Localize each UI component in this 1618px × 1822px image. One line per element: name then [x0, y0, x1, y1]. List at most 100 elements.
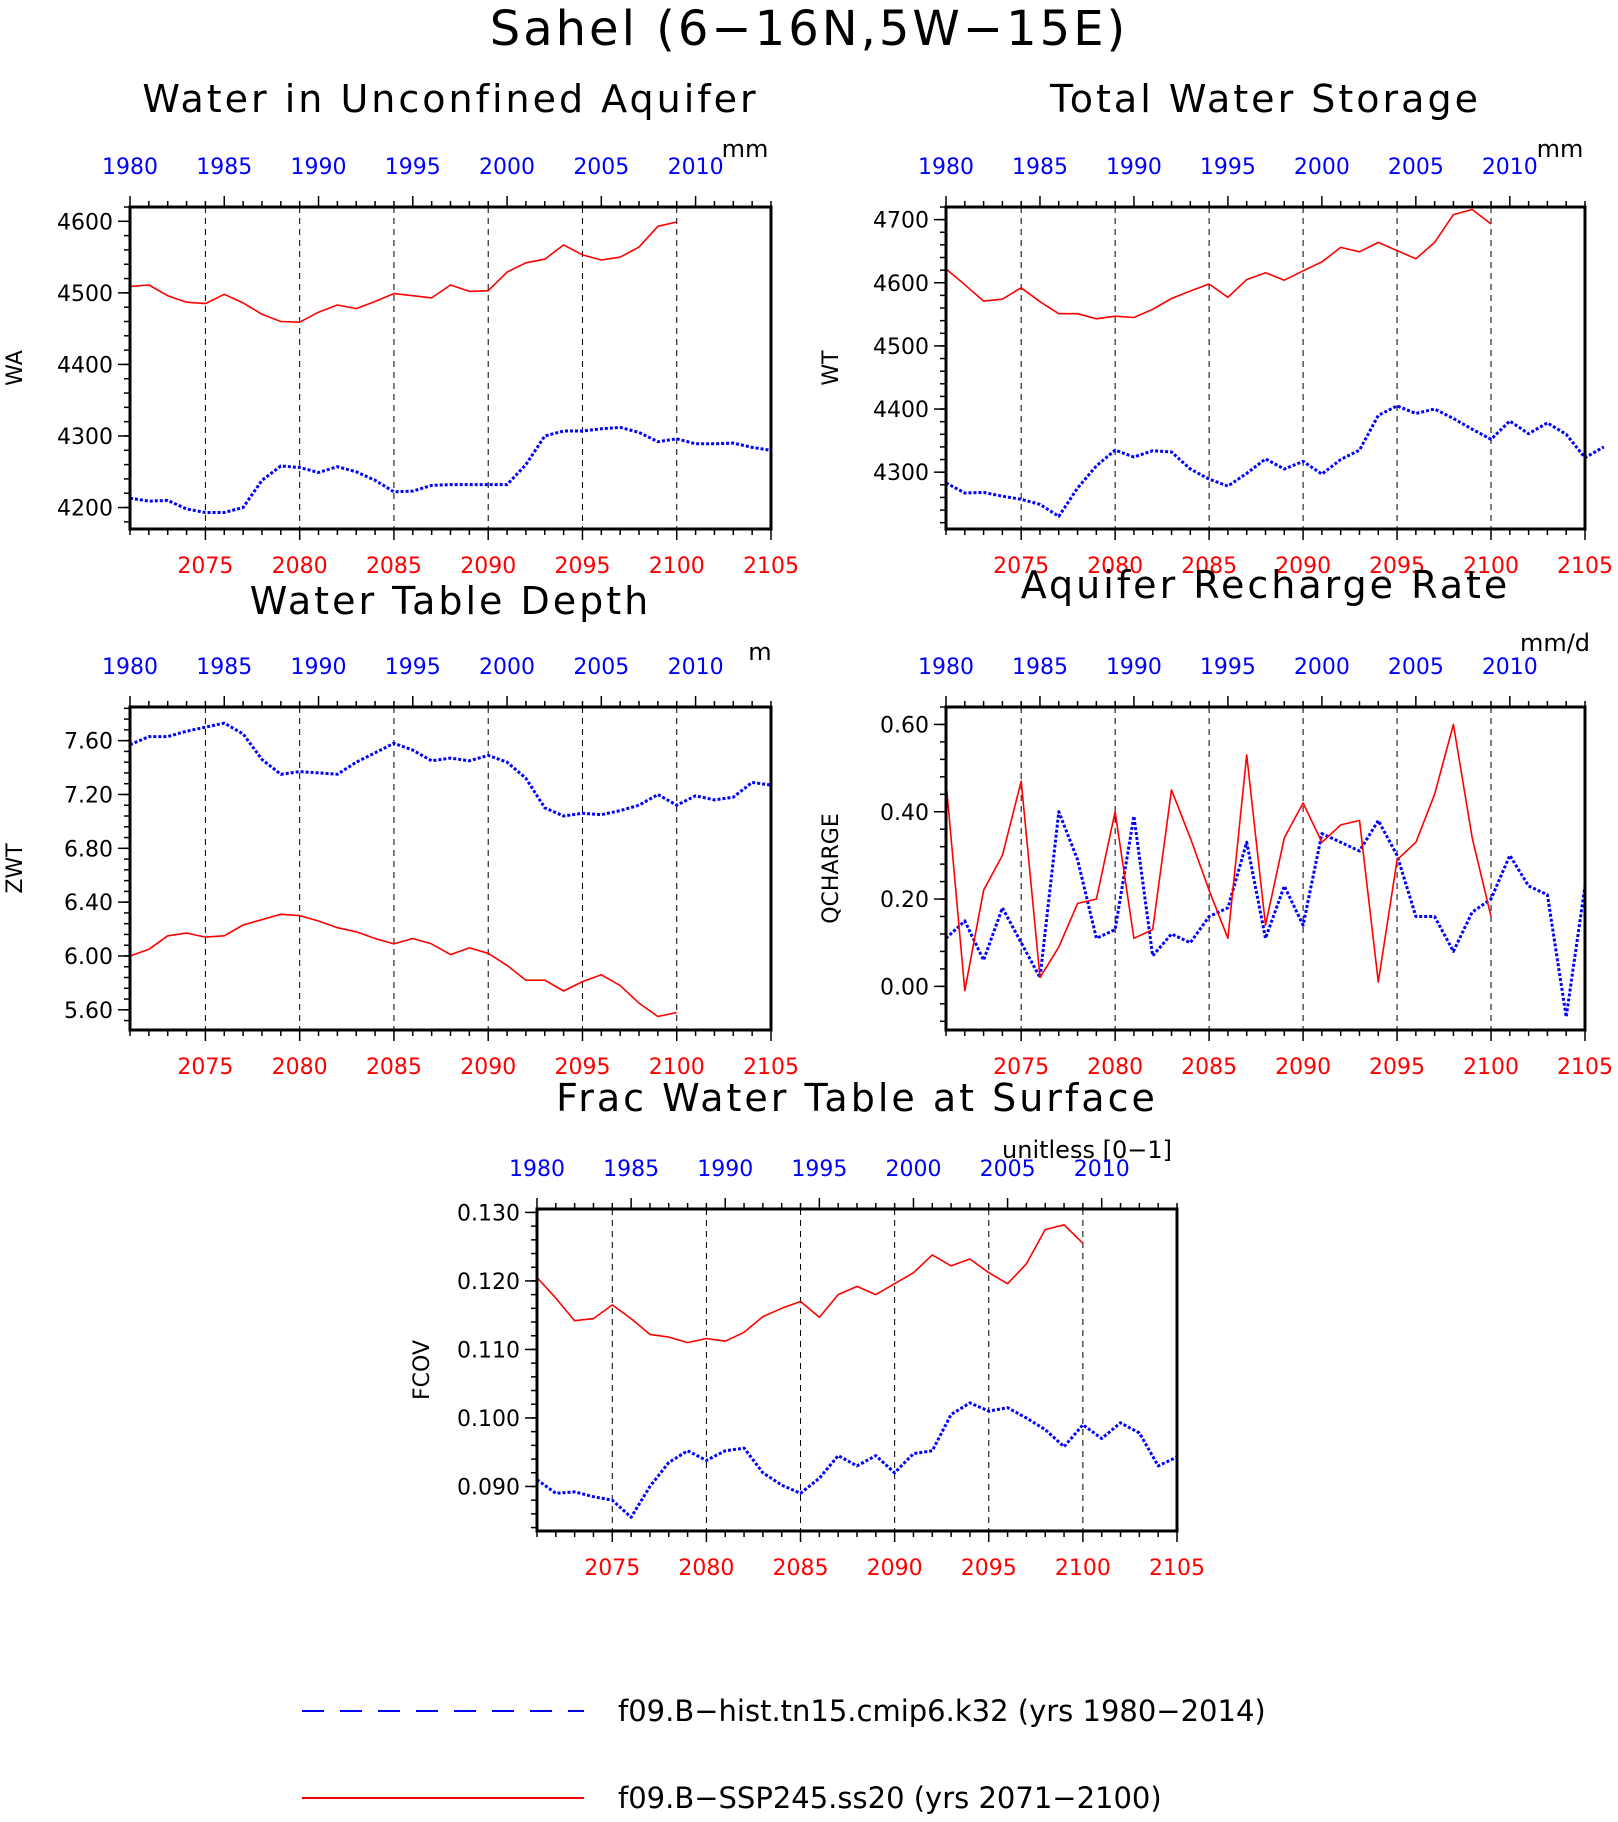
x-top-tick-label: 2005: [1388, 155, 1444, 180]
x-top-tick-label: 1980: [102, 155, 158, 180]
x-top-tick-label: 1985: [603, 1157, 659, 1182]
x-top-tick-label: 1980: [509, 1157, 565, 1182]
x-top-tick-label: 1995: [791, 1157, 847, 1182]
x-top-tick-label: 1990: [697, 1157, 753, 1182]
x-top-tick-label: 2010: [1482, 655, 1538, 680]
y-tick-label: 4600: [57, 210, 113, 235]
y-tick-label: 0.090: [457, 1475, 520, 1500]
x-bottom-tick-label: 2080: [272, 554, 328, 579]
y-axis-label: WA: [3, 350, 28, 386]
x-bottom-tick-label: 2090: [460, 554, 516, 579]
plot-frame: [128, 205, 773, 531]
series-future-line: [129, 913, 677, 1018]
series-hist-line: [944, 810, 1587, 1019]
x-bottom-tick-label: 2100: [649, 1055, 705, 1080]
x-bottom-tick-label: 2075: [177, 554, 233, 579]
y-tick-label: 4400: [873, 398, 929, 423]
y-axis-label: FCOV: [410, 1340, 435, 1400]
series-hist-line: [945, 404, 1605, 518]
y-tick-label: 4600: [873, 272, 929, 297]
y-tick-label: 4300: [57, 425, 113, 450]
y-axis-label: ZWT: [3, 843, 28, 894]
chart-fcov: Frac Water Table at Surface unitless [0−1…: [410, 1076, 1205, 1581]
x-bottom-tick-label: 2085: [1181, 1055, 1237, 1080]
chart-title: Total Water Storage: [1049, 77, 1481, 121]
x-top-tick-label: 2010: [668, 655, 724, 680]
y-tick-label: 4300: [873, 461, 929, 486]
chart-title: Water in Unconfined Aquifer: [142, 77, 758, 121]
y-tick-label: 6.80: [64, 837, 113, 862]
chart-qcharge: Aquifer Recharge Rate mm/d QCHARGE 2075 2080…: [819, 563, 1613, 1080]
x-bottom-tick-label: 2090: [1275, 554, 1331, 579]
legend-hist-label: f09.B−hist.tn15.cmip6.k32 (yrs 1980−2014…: [618, 1694, 1266, 1728]
x-bottom-tick-label: 2085: [773, 1556, 829, 1581]
y-tick-label: 0.120: [457, 1270, 520, 1295]
plot-frame: [944, 705, 1587, 1032]
x-top-tick-label: 1995: [1200, 155, 1256, 180]
x-top-tick-label: 1995: [1200, 655, 1256, 680]
x-bottom-tick-label: 2095: [1369, 1055, 1425, 1080]
x-top-tick-label: 1990: [291, 155, 347, 180]
y-tick-label: 0.130: [457, 1201, 520, 1226]
x-bottom-tick-label: 2090: [1275, 1055, 1331, 1080]
x-bottom-tick-label: 2085: [1181, 554, 1237, 579]
series-future-line: [945, 723, 1492, 992]
x-top-tick-label: 2000: [1294, 655, 1350, 680]
x-top-tick-label: 1995: [385, 155, 441, 180]
x-bottom-tick-label: 2100: [1463, 554, 1519, 579]
x-bottom-tick-label: 2090: [460, 1055, 516, 1080]
x-top-tick-label: 2005: [1388, 655, 1444, 680]
x-bottom-tick-label: 2085: [366, 1055, 422, 1080]
legend: f09.B−hist.tn15.cmip6.k32 (yrs 1980−2014…: [302, 1694, 1266, 1815]
x-bottom-tick-label: 2100: [649, 554, 705, 579]
y-tick-label: 0.40: [880, 801, 929, 826]
x-top-tick-label: 1980: [918, 155, 974, 180]
series-future-line: [945, 208, 1492, 320]
x-bottom-tick-label: 2100: [1463, 1055, 1519, 1080]
y-axis-label: WT: [819, 350, 844, 386]
x-top-tick-label: 2000: [479, 155, 535, 180]
plot-frame: [128, 705, 773, 1032]
units-label: m: [748, 638, 771, 666]
x-top-tick-label: 2010: [1482, 155, 1538, 180]
x-top-tick-label: 2005: [573, 655, 629, 680]
x-bottom-tick-label: 2095: [554, 554, 610, 579]
y-tick-label: 0.60: [880, 713, 929, 738]
series-future-line: [129, 221, 677, 324]
chart-zwt: Water Table Depth m ZWT 2075 2080 2085 2090 209…: [3, 579, 799, 1080]
x-top-tick-label: 1985: [1012, 155, 1068, 180]
x-bottom-tick-label: 2095: [1369, 554, 1425, 579]
x-bottom-tick-label: 2080: [1087, 554, 1143, 579]
x-top-tick-label: 2005: [573, 155, 629, 180]
units-label: unitless [0−1]: [1002, 1136, 1172, 1164]
legend-future-label: f09.B−SSP245.ss20 (yrs 2071−2100): [618, 1781, 1162, 1815]
y-tick-label: 7.20: [64, 783, 113, 808]
y-tick-label: 4500: [57, 282, 113, 307]
x-bottom-tick-label: 2105: [1557, 554, 1613, 579]
x-bottom-tick-label: 2080: [1087, 1055, 1143, 1080]
x-top-tick-label: 2010: [668, 155, 724, 180]
x-bottom-tick-label: 2075: [177, 1055, 233, 1080]
x-top-tick-label: 1985: [196, 155, 252, 180]
x-bottom-tick-label: 2100: [1055, 1556, 1111, 1581]
x-top-tick-label: 1990: [1106, 655, 1162, 680]
x-bottom-tick-label: 2075: [993, 554, 1049, 579]
series-hist-line: [536, 1401, 1178, 1519]
x-top-tick-label: 2010: [1074, 1157, 1130, 1182]
chart-title: Water Table Depth: [250, 579, 652, 623]
y-tick-label: 0.110: [457, 1338, 520, 1363]
units-label: mm: [722, 135, 769, 163]
series-future-line: [536, 1224, 1084, 1344]
y-tick-label: 5.60: [64, 999, 113, 1024]
series-hist-line: [129, 425, 772, 514]
x-bottom-tick-label: 2105: [743, 1055, 799, 1080]
units-label: mm/d: [1520, 629, 1590, 657]
figure-title: Sahel (6−16N,5W−15E): [490, 1, 1129, 57]
x-top-tick-label: 1980: [918, 655, 974, 680]
y-tick-label: 0.20: [880, 888, 929, 913]
x-bottom-tick-label: 2075: [584, 1556, 640, 1581]
x-bottom-tick-label: 2085: [366, 554, 422, 579]
chart-wt: Total Water Storage mm WT 2075 2080 2085 2090 2…: [819, 77, 1613, 579]
x-top-tick-label: 2000: [1294, 155, 1350, 180]
